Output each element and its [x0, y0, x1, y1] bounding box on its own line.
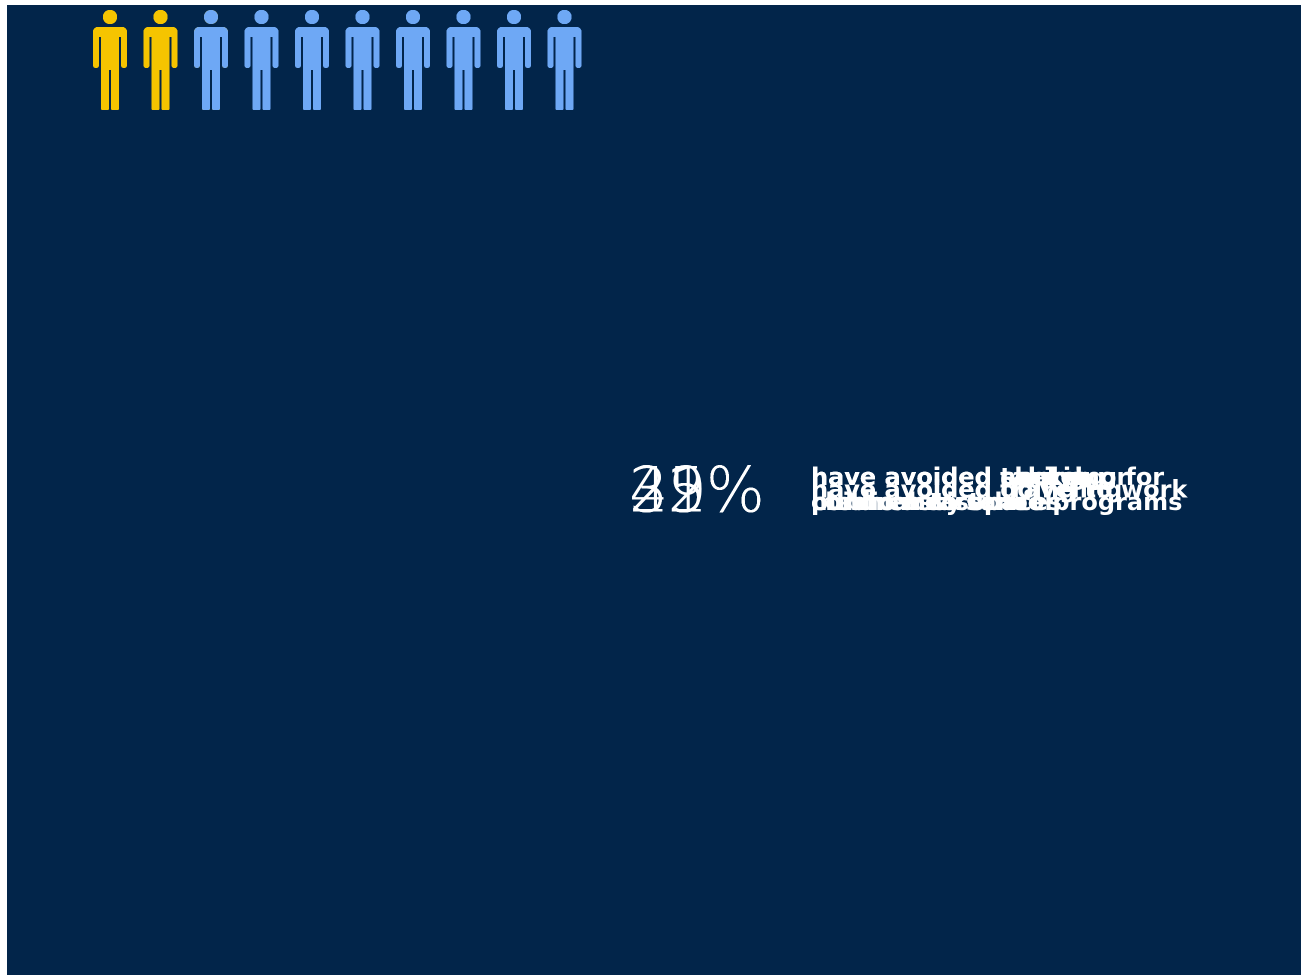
icon-part [153, 10, 168, 24]
highlighted-icons [93, 10, 178, 110]
icon-part [353, 30, 372, 70]
category-label: have avoided taking children to school [811, 463, 1087, 516]
icon-part [121, 30, 127, 68]
icon-part [446, 30, 453, 68]
icon-part [555, 30, 574, 70]
icon-part [557, 10, 572, 24]
icon-part [303, 30, 321, 70]
icon-part [507, 10, 521, 24]
icon-part [323, 30, 329, 68]
icon-part [252, 65, 261, 110]
icon-part [414, 65, 422, 110]
icon-part [103, 10, 117, 24]
icon-part [424, 30, 430, 68]
category-label: have avoided church or community spaces [811, 463, 1129, 516]
icon-part [244, 30, 251, 68]
category-label: have avoided applying for public assista… [811, 463, 1183, 516]
other-icons [194, 10, 582, 110]
icon-part [525, 30, 531, 68]
icon-part [474, 30, 481, 68]
icon-part [161, 65, 170, 110]
icon-part [111, 65, 119, 110]
icon-part [222, 30, 228, 68]
icon-part [454, 30, 473, 70]
percent-label: 45% [629, 453, 765, 527]
category-label: have avoided traveling [811, 475, 1123, 504]
icon-part [194, 30, 200, 68]
icon-part [262, 65, 271, 110]
icon-part [355, 10, 370, 24]
icon-part [565, 65, 574, 110]
icon-part [497, 30, 503, 68]
icon-part [404, 65, 412, 110]
icon-part [313, 65, 321, 110]
icon-part [295, 30, 301, 68]
icon-part [547, 30, 554, 68]
category-label: have avoided going to work [811, 475, 1188, 504]
icon-part [373, 30, 380, 68]
icon-row [93, 10, 582, 110]
icon-part [305, 10, 319, 24]
percent-label: 32% [629, 453, 765, 527]
icon-part [456, 10, 471, 24]
icon-part [272, 30, 279, 68]
icon-part [396, 30, 402, 68]
percent-label: 25% [629, 453, 765, 527]
icon-part [254, 10, 269, 24]
icon-part [575, 30, 582, 68]
icon-part [202, 65, 210, 110]
icon-part [252, 30, 271, 70]
percent-label: 29% [629, 453, 765, 527]
icon-part [93, 30, 99, 68]
percent-label: 25% [629, 453, 765, 527]
icon-part [151, 65, 160, 110]
icon-part [404, 30, 422, 70]
icon-part [353, 65, 362, 110]
icon-part [363, 65, 372, 110]
category-label: have avoided seeking medical care [811, 463, 1106, 516]
icon-part [151, 30, 170, 70]
icon-part [345, 30, 352, 68]
icon-part [454, 65, 463, 110]
icon-part [202, 30, 220, 70]
infographic: 45% have avoided traveling 32% have avoided… [7, 5, 1301, 975]
icon-part [555, 65, 564, 110]
percent-label: 31% [629, 453, 765, 527]
icon-part [406, 10, 420, 24]
icon-part [101, 30, 119, 70]
icon-part [505, 30, 523, 70]
icon-part [464, 65, 473, 110]
icon-part [101, 65, 109, 110]
icon-part [204, 10, 218, 24]
icon-part [171, 30, 178, 68]
icon-part [303, 65, 311, 110]
icon-part [515, 65, 523, 110]
icon-part [505, 65, 513, 110]
icon-part [212, 65, 220, 110]
icon-part [143, 30, 150, 68]
